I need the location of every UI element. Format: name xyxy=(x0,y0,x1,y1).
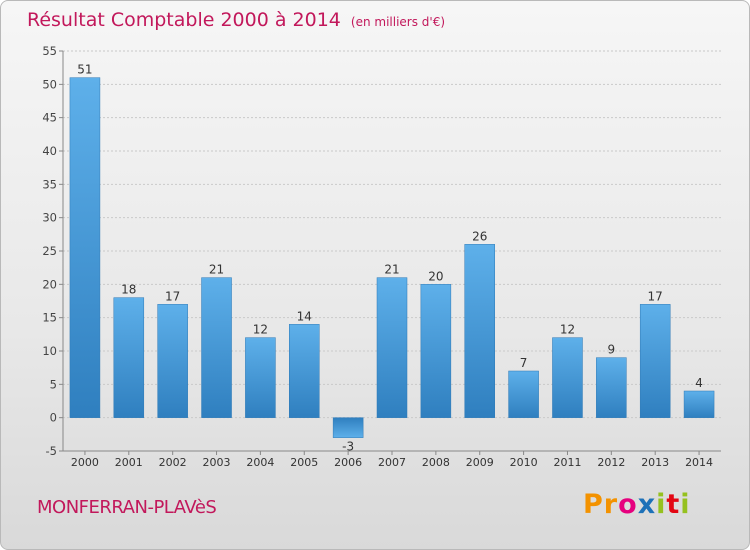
value-label-2000: 51 xyxy=(77,63,92,77)
proxiti-logo[interactable]: Proxiti xyxy=(583,489,691,520)
bar-2002 xyxy=(157,304,188,418)
value-label-2006: -3 xyxy=(342,440,354,454)
y-tick-label: 40 xyxy=(42,144,57,158)
y-tick-label: 20 xyxy=(42,277,57,291)
logo-letter: i xyxy=(680,489,691,520)
logo-letter: t xyxy=(666,489,681,520)
logo-letter: x xyxy=(637,489,657,520)
x-tick-label-2010: 2010 xyxy=(510,456,538,469)
value-label-2004: 12 xyxy=(253,323,268,337)
bar-2005 xyxy=(289,324,320,418)
x-tick-label-2001: 2001 xyxy=(115,456,143,469)
logo-letter: P xyxy=(583,489,604,520)
x-tick-label-2013: 2013 xyxy=(641,456,669,469)
y-tick-label: 45 xyxy=(42,111,57,125)
bar-2012 xyxy=(596,357,627,418)
value-label-2011: 12 xyxy=(560,323,575,337)
chart-title-text: Résultat Comptable 2000 à 2014 xyxy=(27,9,341,31)
y-tick-label: 0 xyxy=(50,411,57,425)
bar-2013 xyxy=(639,304,671,418)
value-label-2001: 18 xyxy=(121,283,136,297)
chart-unit: (en milliers d'€) xyxy=(350,15,446,29)
value-label-2013: 17 xyxy=(648,289,663,303)
bar-2011 xyxy=(552,337,583,418)
logo-letter: i xyxy=(656,489,667,520)
chart-title: Résultat Comptable 2000 à 2014 (en millie… xyxy=(27,9,445,31)
x-tick-label-2007: 2007 xyxy=(378,456,406,469)
x-tick-label-2014: 2014 xyxy=(685,456,713,469)
bar-2007 xyxy=(376,277,408,418)
value-label-2005: 14 xyxy=(297,309,312,323)
bar-2006 xyxy=(332,417,364,438)
value-label-2014: 4 xyxy=(695,376,703,390)
y-tick-label: -5 xyxy=(46,444,57,458)
bar-2003 xyxy=(201,277,232,418)
x-tick-label-2004: 2004 xyxy=(246,456,274,469)
x-tick-label-2012: 2012 xyxy=(597,456,625,469)
x-tick-label-2011: 2011 xyxy=(553,456,581,469)
x-tick-label-2002: 2002 xyxy=(159,456,187,469)
commune-name: MONFERRAN-PLAVèS xyxy=(37,497,217,518)
value-label-2002: 17 xyxy=(165,289,180,303)
x-tick-label-2005: 2005 xyxy=(290,456,318,469)
bar-2001 xyxy=(113,297,145,418)
y-tick-label: 30 xyxy=(42,211,57,225)
x-tick-label-2008: 2008 xyxy=(422,456,450,469)
logo-letter: r xyxy=(603,489,619,520)
bar-2009 xyxy=(464,244,495,418)
value-label-2009: 26 xyxy=(472,229,487,243)
bars xyxy=(69,77,715,438)
y-tick-label: 15 xyxy=(42,311,57,325)
value-label-2008: 20 xyxy=(428,269,443,283)
data-labels: 51 18 17 21 12 14 -3 21 20 26 7 12 9 17 4 xyxy=(77,63,703,454)
x-tick-label-2003: 2003 xyxy=(203,456,231,469)
value-label-2010: 7 xyxy=(520,356,528,370)
x-tick-label-2006: 2006 xyxy=(334,456,362,469)
value-label-2007: 21 xyxy=(384,263,399,277)
y-tick-label: 50 xyxy=(42,77,57,91)
x-tick-label-2009: 2009 xyxy=(466,456,494,469)
y-tick-label: 5 xyxy=(50,377,57,391)
bar-2004 xyxy=(245,337,276,418)
logo-letter: o xyxy=(618,489,638,520)
y-tick-label: 35 xyxy=(42,177,57,191)
y-tick-label: 10 xyxy=(42,344,57,358)
bar-2010 xyxy=(508,370,539,418)
bar-2008 xyxy=(420,284,452,418)
bar-2000 xyxy=(69,77,101,418)
y-tick-label: 55 xyxy=(42,44,57,58)
bar-2014 xyxy=(683,390,715,418)
axes: -5 0 5 10 15 20 25 30 35 40 45 50 55 2000 2001 2002 2003… xyxy=(42,44,721,469)
value-label-2003: 21 xyxy=(209,263,224,277)
y-tick-label: 25 xyxy=(42,244,57,258)
x-tick-label-2000: 2000 xyxy=(71,456,99,469)
value-label-2012: 9 xyxy=(608,343,616,357)
